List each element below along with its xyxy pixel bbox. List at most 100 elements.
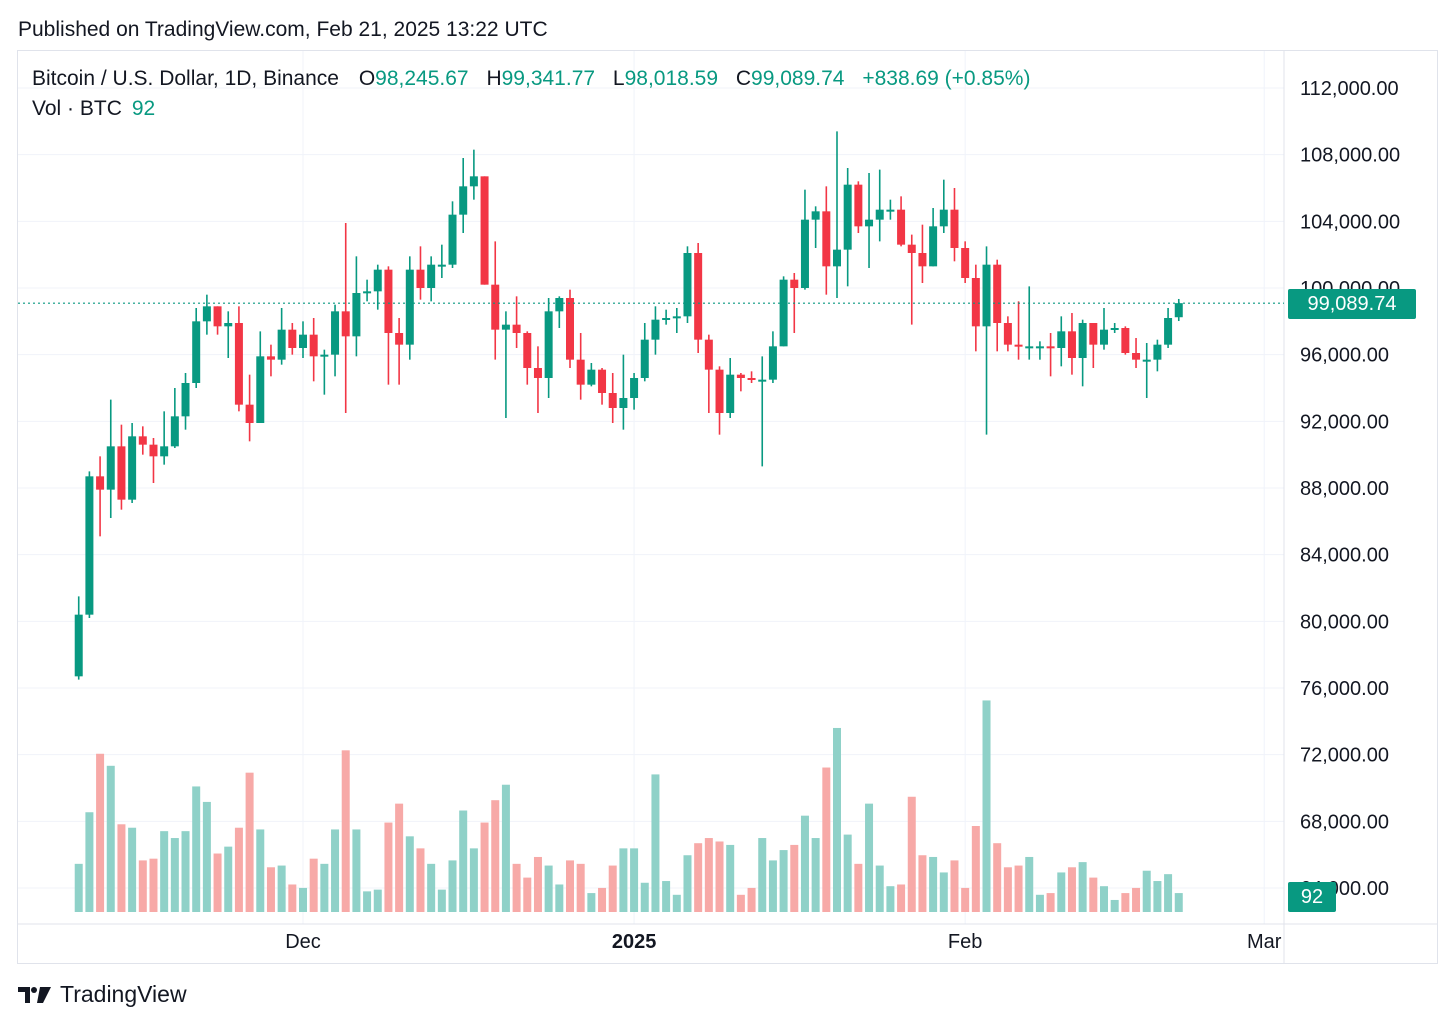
volume-bar (416, 848, 425, 912)
candle-body (160, 446, 169, 457)
volume-bar (213, 853, 222, 912)
candle-body (469, 176, 478, 187)
price-tick-label: 88,000.00 (1300, 478, 1389, 500)
candle-body (790, 279, 799, 288)
candle-body (533, 368, 542, 378)
volume-bar (1142, 870, 1151, 912)
volume-bar (897, 884, 906, 912)
time-tick-label: Dec (285, 931, 321, 953)
candle-body (918, 253, 927, 267)
candle-body (288, 329, 297, 348)
volume-bar (245, 772, 254, 912)
candle-body (929, 226, 938, 267)
candle-body (74, 614, 83, 677)
candle-body (683, 253, 692, 317)
volume-bar (1132, 887, 1141, 912)
candle-body (576, 359, 585, 385)
price-tick-label: 112,000.00 (1300, 78, 1399, 100)
change-value: +838.69 (+0.85%) (862, 67, 1031, 90)
candle-body (544, 311, 553, 378)
volume-bar (651, 774, 660, 912)
volume-bar (768, 860, 777, 912)
volume-bar (1121, 893, 1130, 912)
volume-bar (181, 831, 190, 912)
volume-bar (843, 834, 852, 912)
candle-body (341, 311, 350, 337)
candle-body (779, 279, 788, 347)
candle-body (811, 211, 820, 220)
symbol-label: Bitcoin / U.S. Dollar, 1D, Binance (32, 67, 339, 90)
volume-bar (160, 831, 169, 912)
candle-body (459, 186, 468, 215)
volume-bar (683, 855, 692, 912)
candle-body (331, 311, 340, 355)
volume-bar (555, 884, 564, 912)
candle-body (1003, 323, 1012, 345)
volume-label: Vol · BTC (32, 97, 122, 120)
candle-body (501, 324, 510, 330)
volume-bar (192, 786, 201, 912)
candle-body (758, 379, 767, 382)
open-key: O (358, 67, 376, 90)
candle-body (555, 298, 564, 312)
time-tick-label: Mar (1247, 931, 1282, 953)
volume-bar (448, 860, 457, 912)
volume-bar (1014, 865, 1023, 912)
volume-bar (202, 801, 211, 912)
volume-bar (1164, 874, 1173, 912)
volume-bar (1100, 886, 1108, 912)
candle-body (1046, 346, 1055, 349)
volume-bar (971, 826, 980, 912)
candle-body (1067, 331, 1076, 358)
price-tick-label: 80,000.00 (1300, 611, 1389, 633)
high-key: H (486, 67, 502, 90)
volume-bar (993, 843, 1002, 912)
volume-bar (138, 860, 147, 912)
candle-body (427, 264, 436, 288)
price-axis: 112,000.00108,000.00104,000.00100,000.00… (1300, 78, 1400, 900)
tradingview-brand[interactable]: TradingView (18, 981, 187, 1008)
time-tick-label: Feb (948, 931, 982, 953)
volume-bar (576, 863, 585, 912)
candle-body (875, 209, 884, 220)
volume-bar (128, 827, 137, 912)
last-price-tag: 99,089.74 (1288, 289, 1416, 319)
price-tick-label: 68,000.00 (1300, 811, 1389, 833)
volume-bar (1078, 862, 1087, 912)
volume-bar (149, 858, 158, 912)
candle-body (106, 446, 115, 490)
candle-body (736, 374, 745, 378)
candle-body (395, 333, 404, 345)
candlesticks (74, 131, 1183, 680)
published-caption: Published on TradingView.com, Feb 21, 20… (18, 18, 548, 41)
volume-bar (85, 812, 94, 912)
volume-bar (373, 889, 382, 912)
volume-bar (341, 750, 350, 912)
volume-bar (1110, 899, 1119, 912)
volume-bar (299, 887, 307, 912)
candle-body (694, 253, 703, 340)
candle-body (117, 446, 126, 500)
candle-body (437, 264, 446, 267)
volume-bar (726, 844, 735, 912)
volume-bar (854, 863, 863, 912)
volume-bar (266, 867, 275, 912)
candle-body (907, 244, 916, 253)
volume-bar (833, 727, 841, 912)
volume-bar (694, 843, 703, 912)
volume-bar (1035, 894, 1044, 912)
candle-body (170, 416, 179, 447)
volume-bar (544, 865, 553, 912)
candle-body (651, 319, 660, 340)
candle-body (608, 393, 617, 408)
volume-tag: 92 (1288, 882, 1336, 912)
candle-body (993, 264, 1002, 323)
candle-body (1153, 344, 1162, 360)
candle-body (266, 356, 275, 360)
volume-bar (491, 800, 500, 912)
candle-body (1089, 323, 1098, 345)
candle-body (1100, 329, 1108, 345)
volume-bar (918, 855, 927, 912)
candle-body (662, 318, 671, 320)
